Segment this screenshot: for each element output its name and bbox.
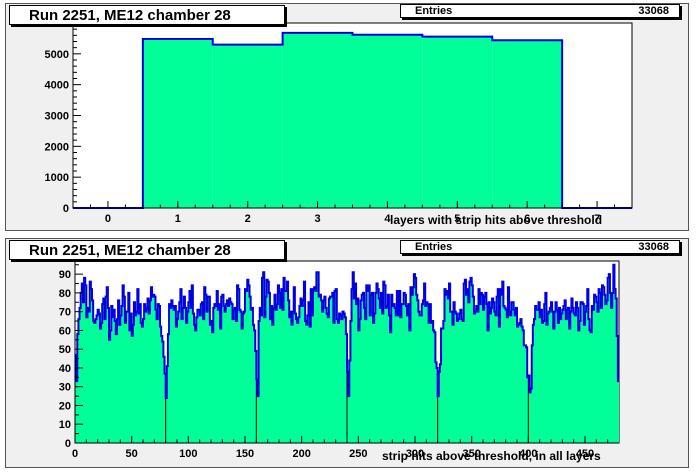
strips-x-tick-label: 50	[126, 448, 138, 460]
strips-x-tick-label: 250	[349, 448, 367, 460]
upper-title: Run 2251, ME12 chamber 28	[9, 5, 285, 25]
upper-stats-label: Entries	[415, 5, 453, 17]
strips-x-tick-label: 200	[292, 448, 310, 460]
strips-y-tick-label: 90	[59, 269, 71, 281]
upper-stats-box: Entries 33068	[400, 4, 680, 18]
strips-x-tick-label: 450	[576, 448, 594, 460]
layers-y-tick-label: 3000	[45, 111, 69, 123]
strips-y-tick-label: 80	[59, 288, 71, 300]
histogram-bar	[422, 36, 493, 208]
strips-x-tick-label: 150	[236, 448, 254, 460]
strips-x-tick-label: 100	[179, 448, 197, 460]
histogram-bar	[142, 39, 213, 209]
layers-x-tick-label: 0	[105, 213, 111, 225]
layers-y-tick-label: 1000	[45, 172, 69, 184]
strips-x-tick-label: 300	[406, 448, 424, 460]
histogram-outline	[73, 31, 632, 209]
layers-y-tick-label: 4000	[45, 80, 69, 92]
strips-y-tick-label: 0	[65, 438, 71, 450]
layers-y-tick-label: 0	[63, 203, 69, 215]
strips-y-tick-label: 70	[59, 307, 71, 319]
layers-x-tick-label: 5	[454, 213, 460, 225]
upper-x-axis-title: layers with strip hits above threshold	[390, 213, 603, 227]
histogram-bar	[212, 44, 283, 209]
layers-x-tick-label: 2	[245, 213, 251, 225]
upper-stats-value: 33068	[638, 5, 669, 17]
strips-y-tick-label: 10	[59, 419, 71, 431]
lower-stats-label: Entries	[415, 241, 453, 253]
strips-x-tick-label: 0	[72, 448, 78, 460]
lower-stats-value: 33068	[638, 241, 669, 253]
strips-y-tick-label: 60	[59, 325, 71, 337]
strips-y-tick-label: 40	[59, 363, 71, 375]
layers-y-tick-label: 5000	[45, 49, 69, 61]
histogram-bar	[352, 34, 423, 208]
lower-stats-box: Entries 33068	[400, 240, 680, 254]
layers-x-tick-label: 4	[384, 213, 391, 225]
strips-y-tick-label: 50	[59, 344, 71, 356]
strips-y-tick-label: 30	[59, 382, 71, 394]
histogram-outline	[75, 263, 619, 399]
layers-x-tick-label: 3	[315, 213, 321, 225]
strips-x-tick-label: 400	[519, 448, 537, 460]
layers-x-tick-label: 7	[594, 213, 600, 225]
layers-x-tick-label: 6	[524, 213, 530, 225]
lower-x-axis-title: strip hits above threshold, in all layer…	[382, 449, 601, 463]
lower-title: Run 2251, ME12 chamber 28	[9, 240, 285, 260]
strips-x-tick-label: 350	[462, 448, 480, 460]
histogram-bar	[492, 40, 563, 209]
layers-x-tick-label: 1	[175, 213, 181, 225]
strips-y-tick-label: 20	[59, 400, 71, 412]
layers-y-tick-label: 2000	[45, 141, 69, 153]
histogram-bar	[282, 32, 353, 208]
